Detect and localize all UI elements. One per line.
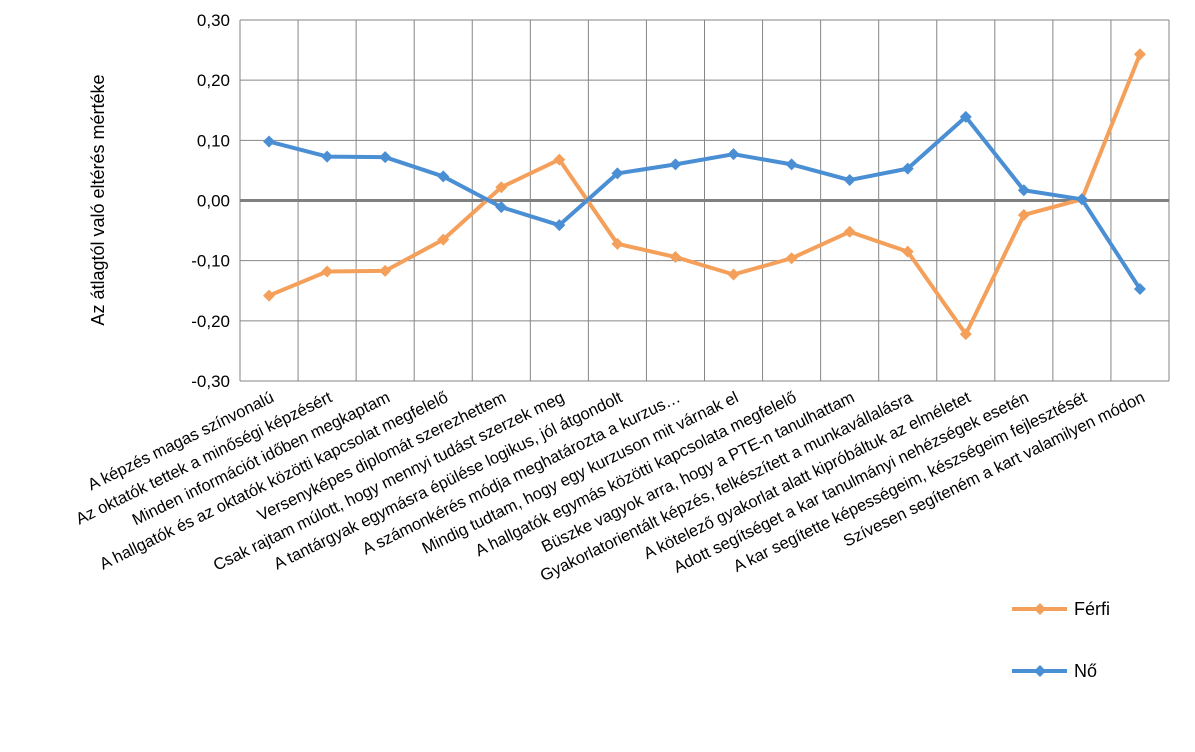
data-point-marker xyxy=(843,225,856,238)
data-point-marker xyxy=(553,219,566,232)
series-line-0 xyxy=(268,53,1142,337)
data-point-marker xyxy=(959,328,972,341)
legend-label-1: Nő xyxy=(1074,661,1097,681)
y-tick-label: 0,00 xyxy=(197,192,230,211)
data-point-marker xyxy=(1017,184,1030,197)
data-point-marker xyxy=(379,264,392,277)
data-point-marker xyxy=(727,148,740,161)
y-tick-label: 0,20 xyxy=(197,71,230,90)
data-point-marker xyxy=(321,265,334,278)
data-point-marker xyxy=(495,201,508,214)
legend-label-0: Férfi xyxy=(1074,599,1110,619)
legend: Férfi Nő xyxy=(1012,599,1110,681)
data-point-marker xyxy=(901,245,914,258)
data-point-marker xyxy=(379,151,392,164)
y-axis-ticks: 0,30 0,20 0,10 0,00 -0,10 -0,20 -0,30 xyxy=(191,11,230,391)
data-point-marker xyxy=(959,110,972,123)
data-point-marker xyxy=(901,162,914,175)
data-point-marker xyxy=(611,237,624,250)
data-point-marker xyxy=(785,252,798,265)
y-tick-label: 0,10 xyxy=(197,131,230,150)
data-point-marker xyxy=(263,135,276,148)
grid xyxy=(239,19,1170,382)
series-layer xyxy=(263,48,1146,341)
data-point-marker xyxy=(1133,48,1146,61)
data-point-marker xyxy=(611,167,624,180)
data-point-marker xyxy=(437,170,450,183)
y-tick-label: -0,30 xyxy=(191,372,230,391)
y-tick-label: 0,30 xyxy=(197,11,230,30)
data-point-marker xyxy=(1017,208,1030,221)
data-point-marker xyxy=(495,181,508,194)
data-point-marker xyxy=(553,153,566,166)
y-axis-label: Az átlagtól való eltérés mértéke xyxy=(88,74,108,325)
data-point-marker xyxy=(1133,282,1146,295)
data-point-marker xyxy=(785,158,798,171)
legend-marker-0 xyxy=(1034,603,1046,615)
series-line-1 xyxy=(268,114,1142,291)
data-point-marker xyxy=(669,251,682,264)
data-point-marker xyxy=(843,174,856,187)
data-point-marker xyxy=(727,268,740,281)
data-point-marker xyxy=(437,233,450,246)
y-tick-label: -0,10 xyxy=(191,252,230,271)
legend-marker-1 xyxy=(1034,665,1046,677)
data-point-marker xyxy=(321,150,334,163)
data-point-marker xyxy=(1075,193,1088,206)
data-point-marker xyxy=(263,289,276,302)
y-tick-label: -0,20 xyxy=(191,312,230,331)
data-point-marker xyxy=(669,158,682,171)
